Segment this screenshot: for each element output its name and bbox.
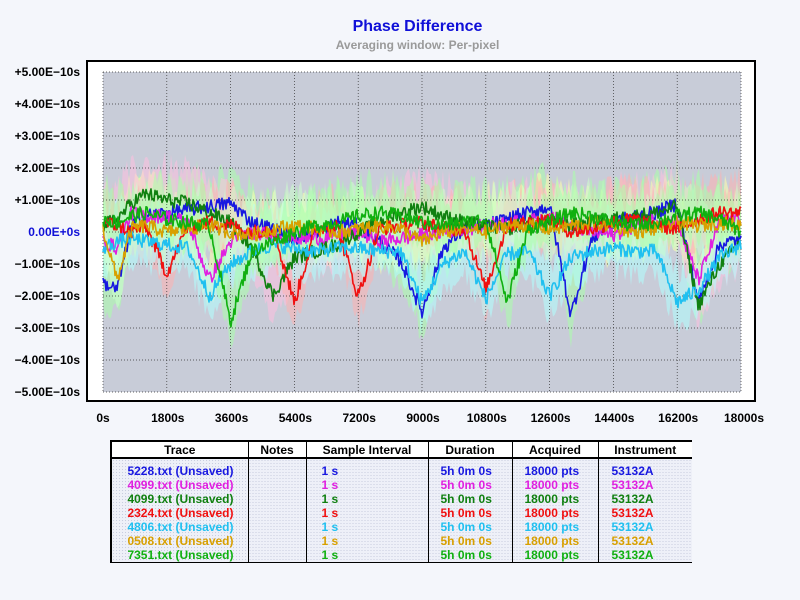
column-acquired: 18000 pts 18000 pts 18000 pts 18000 pts 1800… <box>512 458 599 562</box>
legend-duration: 5h 0m 0s <box>440 520 492 534</box>
legend-notes <box>249 534 306 548</box>
series-line-3 <box>102 188 742 311</box>
x-tick-label: 14400s <box>594 411 634 425</box>
legend-trace-name[interactable]: 4099.txt (Unsaved) <box>127 478 234 492</box>
legend-sample-interval: 1 s <box>321 478 339 492</box>
header-instrument[interactable]: Instrument <box>598 442 692 459</box>
legend-acquired: 18000 pts <box>524 520 580 534</box>
x-tick-label: 5400s <box>279 411 313 425</box>
legend-trace-name[interactable]: 4806.txt (Unsaved) <box>127 520 234 534</box>
column-duration: 5h 0m 0s 5h 0m 0s 5h 0m 0s 5h 0m 0s 5h 0m 0s… <box>428 458 513 562</box>
series-line-5 <box>102 230 742 309</box>
chart-subtitle: Averaging window: Per-pixel <box>335 38 500 52</box>
legend-trace-name[interactable]: 2324.txt (Unsaved) <box>127 506 234 520</box>
legend-notes <box>249 478 306 492</box>
legend-trace-name[interactable]: 7351.txt (Unsaved) <box>127 548 234 562</box>
y-tick-label: −3.00E−10s <box>15 321 81 335</box>
legend-sample-interval: 1 s <box>321 464 339 478</box>
column-notes <box>248 458 307 562</box>
legend-acquired: 18000 pts <box>524 464 580 478</box>
chart-title: Phase Difference <box>352 18 483 35</box>
phase-difference-chart[interactable]: +5.00E−10s +4.00E−10s +3.00E−10s +2.00E−10s… <box>0 0 800 430</box>
y-tick-label: −2.00E−10s <box>15 289 81 303</box>
trace-legend-table[interactable]: Trace Notes Sample Interval Duration Acq… <box>110 440 692 563</box>
legend-duration: 5h 0m 0s <box>440 506 492 520</box>
x-tick-label: 0s <box>96 411 110 425</box>
legend-duration: 5h 0m 0s <box>440 548 492 562</box>
x-tick-label: 9000s <box>406 411 440 425</box>
legend-notes <box>249 548 306 562</box>
y-tick-label: −1.00E−10s <box>15 257 81 271</box>
series-line-7 <box>102 205 742 328</box>
legend-acquired: 18000 pts <box>524 506 580 520</box>
column-instrument: 53132A 53132A 53132A 53132A 53132A 53132A 5313… <box>598 458 692 562</box>
header-duration[interactable]: Duration <box>428 442 513 459</box>
legend-instrument: 53132A <box>611 548 654 562</box>
legend-acquired: 18000 pts <box>524 478 580 492</box>
legend-instrument: 53132A <box>611 478 654 492</box>
y-tick-label: +2.00E−10s <box>15 161 81 175</box>
series-line-2 <box>102 205 742 286</box>
legend-instrument: 53132A <box>611 492 654 506</box>
legend-instrument: 53132A <box>611 506 654 520</box>
y-tick-label: +3.00E−10s <box>15 129 81 143</box>
y-tick-label: 0.00E+0s <box>28 225 80 239</box>
legend-body-row: 5228.txt (Unsaved) 4099.txt (Unsaved) 4099… <box>112 458 692 562</box>
legend-trace-name[interactable]: 5228.txt (Unsaved) <box>127 464 234 478</box>
header-sample-interval[interactable]: Sample Interval <box>306 442 429 459</box>
y-tick-label: −4.00E−10s <box>15 353 81 367</box>
header-trace[interactable]: Trace <box>112 442 249 459</box>
legend-acquired: 18000 pts <box>524 548 580 562</box>
legend-sample-interval: 1 s <box>321 492 339 506</box>
legend-notes <box>249 506 306 520</box>
x-tick-label: 3600s <box>215 411 249 425</box>
x-tick-label: 7200s <box>343 411 377 425</box>
y-tick-label: −5.00E−10s <box>15 385 81 399</box>
header-notes[interactable]: Notes <box>248 442 307 459</box>
legend-sample-interval: 1 s <box>321 534 339 548</box>
legend-sample-interval: 1 s <box>321 520 339 534</box>
legend-notes <box>249 464 306 478</box>
legend-trace-name[interactable]: 4099.txt (Unsaved) <box>127 492 234 506</box>
legend-trace-name[interactable]: 0508.txt (Unsaved) <box>127 534 234 548</box>
legend-instrument: 53132A <box>611 464 654 478</box>
x-tick-label: 16200s <box>658 411 698 425</box>
legend-header-row: Trace Notes Sample Interval Duration Acq… <box>112 442 692 459</box>
x-tick-label: 12600s <box>531 411 571 425</box>
legend-duration: 5h 0m 0s <box>440 492 492 506</box>
legend-notes <box>249 492 306 506</box>
header-acquired[interactable]: Acquired <box>512 442 599 459</box>
legend-instrument: 53132A <box>611 520 654 534</box>
legend-duration: 5h 0m 0s <box>440 534 492 548</box>
y-tick-label: +5.00E−10s <box>15 65 81 79</box>
legend-acquired: 18000 pts <box>524 492 580 506</box>
legend-sample-interval: 1 s <box>321 548 339 562</box>
y-tick-label: +4.00E−10s <box>15 97 81 111</box>
column-trace: 5228.txt (Unsaved) 4099.txt (Unsaved) 4099… <box>112 458 249 562</box>
legend-sample-interval: 1 s <box>321 506 339 520</box>
legend-duration: 5h 0m 0s <box>440 464 492 478</box>
y-tick-label: +1.00E−10s <box>15 193 81 207</box>
x-tick-label: 18000s <box>724 411 764 425</box>
x-tick-label: 1800s <box>151 411 185 425</box>
series-line-6 <box>102 214 742 281</box>
legend-notes <box>249 520 306 534</box>
legend-instrument: 53132A <box>611 534 654 548</box>
x-tick-label: 10800s <box>467 411 507 425</box>
legend-acquired: 18000 pts <box>524 534 580 548</box>
legend-duration: 5h 0m 0s <box>440 478 492 492</box>
